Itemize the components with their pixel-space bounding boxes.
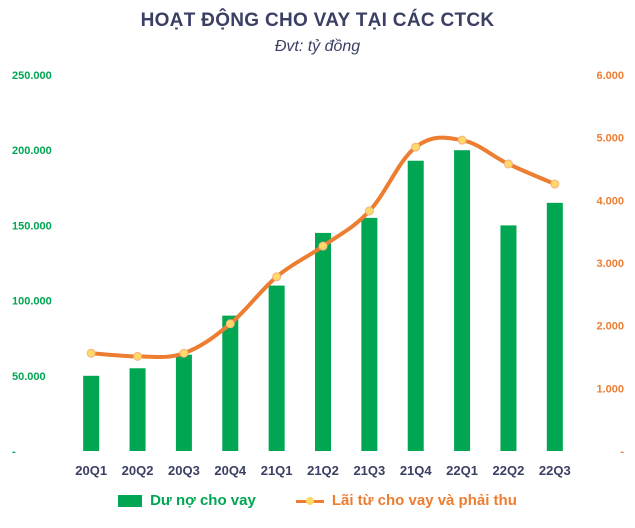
bar-21Q3 — [361, 217, 378, 451]
x-tick-label: 21Q4 — [400, 463, 433, 478]
legend-swatch-bar — [118, 494, 143, 507]
line-point-22Q3 — [550, 179, 560, 189]
y-right-tick-label: 4.000 — [596, 195, 624, 207]
legend-swatch-line — [295, 495, 324, 507]
bar-21Q2 — [315, 232, 331, 451]
y-left-tick-label: - — [12, 446, 16, 458]
y-left-tick-label: 200.000 — [12, 145, 52, 157]
y-right-tick-label: 2.000 — [596, 321, 624, 333]
x-tick-label: 20Q3 — [168, 463, 200, 478]
bar-20Q4 — [222, 315, 239, 451]
y-right-tick-label: - — [620, 446, 624, 458]
y-left-tick-label: 250.000 — [12, 70, 52, 82]
y-right-tick-label: 3.000 — [596, 258, 624, 270]
line-point-20Q3 — [179, 348, 189, 358]
line-point-20Q2 — [133, 351, 143, 361]
line-point-22Q1 — [457, 135, 467, 145]
chart-title: HOẠT ĐỘNG CHO VAY TẠI CÁC CTCK — [140, 10, 495, 31]
bar-21Q4 — [407, 160, 424, 451]
bar-20Q2 — [129, 368, 146, 451]
bar-22Q1 — [454, 150, 471, 451]
x-tick-label: 21Q1 — [261, 463, 293, 478]
y-left-tick-label: 50.000 — [12, 371, 46, 383]
bar-22Q2 — [500, 225, 517, 451]
y-left-tick-label: 100.000 — [12, 296, 52, 308]
bar-20Q1 — [83, 375, 100, 451]
x-tick-label: 20Q2 — [122, 463, 154, 478]
y-right-tick-label: 6.000 — [596, 70, 624, 82]
line-point-20Q4 — [225, 319, 235, 329]
legend-item-line: Lãi từ cho vay và phải thu — [295, 492, 517, 509]
x-tick-label: 21Q2 — [307, 463, 339, 478]
line-point-21Q3 — [364, 206, 374, 216]
y-left-tick-label: 150.000 — [12, 220, 52, 232]
x-tick-label: 20Q1 — [75, 463, 107, 478]
bar-20Q3 — [175, 354, 192, 451]
legend-label-bar: Dư nợ cho vay — [150, 492, 256, 509]
chart-legend: Dư nợ cho vay Lãi từ cho vay và phải thu — [0, 492, 635, 509]
x-tick-label: 21Q3 — [353, 463, 385, 478]
legend-item-bar: Dư nợ cho vay — [118, 492, 256, 509]
x-tick-label: 20Q4 — [214, 463, 247, 478]
legend-label-line: Lãi từ cho vay và phải thu — [331, 492, 517, 509]
x-tick-label: 22Q3 — [539, 463, 571, 478]
x-tick-label: 22Q2 — [493, 463, 525, 478]
bar-22Q3 — [546, 202, 563, 451]
line-point-21Q1 — [272, 272, 282, 282]
line-point-21Q2 — [318, 241, 328, 251]
line-point-22Q2 — [503, 159, 513, 169]
chart-subtitle: Đvt: tỷ đồng — [274, 38, 361, 55]
bar-21Q1 — [268, 285, 285, 451]
x-tick-label: 22Q1 — [446, 463, 478, 478]
y-right-tick-label: 5.000 — [596, 133, 624, 145]
y-right-tick-label: 1.000 — [596, 383, 624, 395]
line-point-21Q4 — [411, 142, 421, 152]
line-point-20Q1 — [86, 348, 96, 358]
